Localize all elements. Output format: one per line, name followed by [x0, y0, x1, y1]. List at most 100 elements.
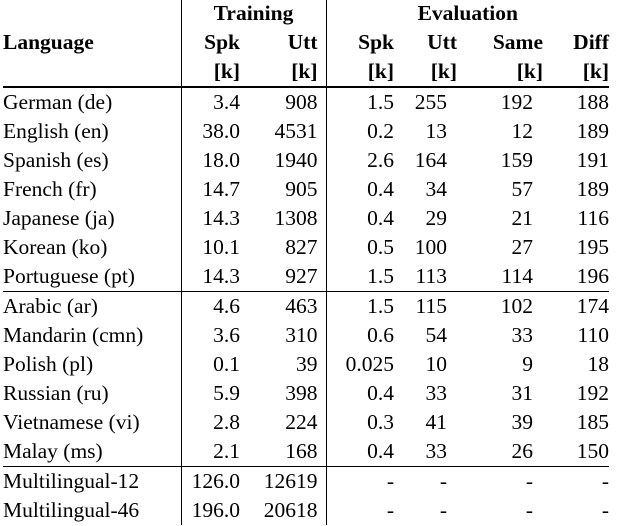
training-spk-cell: 14.3 — [202, 263, 240, 288]
language-column-header: Language — [3, 28, 182, 57]
eval-same-cell: 26 — [511, 438, 534, 463]
training-utt-cell: 310 — [240, 321, 327, 350]
eval-spk-cell: 2.6 — [367, 147, 394, 172]
training-utt-cell: 927 — [240, 262, 327, 292]
training-spk-cell: 5.9 — [213, 380, 240, 405]
language-cell: Vietnamese (vi) — [3, 408, 182, 437]
eval-same-cell: 12 — [511, 118, 534, 143]
training-spk-cell: 2.1 — [213, 438, 240, 463]
eval-spk-cell: - — [326, 466, 394, 496]
training-utt-cell: 398 — [240, 379, 327, 408]
eval-diff-cell: - — [543, 466, 609, 496]
language-cell: Multilingual-12 — [3, 466, 182, 496]
training-utt-cell: 908 — [240, 87, 327, 117]
table-row: Malay (ms) 2.1 168 0.4 33 26 150 — [3, 437, 609, 467]
eval-same-cell: 39 — [511, 409, 534, 434]
eval-diff-cell: 18 — [587, 351, 610, 376]
language-cell: Mandarin (cmn) — [3, 321, 182, 350]
eval-spk-unit: [k] — [326, 57, 394, 88]
eval-diff-cell: 185 — [576, 409, 609, 434]
training-utt-unit: [k] — [240, 57, 327, 88]
language-cell: Portuguese (pt) — [3, 262, 182, 292]
eval-utt-unit: [k] — [394, 57, 457, 88]
table-row: Spanish (es) 18.0 1940 2.6 164 159 191 — [3, 146, 609, 175]
training-utt-cell: 1940 — [240, 146, 327, 175]
eval-same-header: Same — [492, 29, 543, 54]
eval-spk-cell: 0.5 — [367, 234, 394, 259]
training-utt-cell: 4531 — [240, 117, 327, 146]
eval-same-cell: - — [525, 497, 533, 522]
language-cell: Multilingual-46 — [3, 496, 182, 525]
eval-utt-cell: 33 — [425, 438, 448, 463]
table-row: Korean (ko) 10.1 827 0.5 100 27 195 — [3, 233, 609, 262]
table-row: Vietnamese (vi) 2.8 224 0.3 41 39 185 — [3, 408, 609, 437]
training-utt-cell: 827 — [240, 233, 327, 262]
eval-spk-cell: - — [386, 497, 394, 522]
eval-utt-cell: 115 — [394, 291, 457, 321]
table-row: English (en) 38.0 4531 0.2 13 12 189 — [3, 117, 609, 146]
eval-utt-cell: 34 — [425, 176, 448, 201]
eval-diff-unit: [k] — [543, 57, 609, 88]
eval-diff-cell: 116 — [577, 205, 609, 230]
table-row: Portuguese (pt) 14.3 927 1.5 113 114 196 — [3, 262, 609, 292]
eval-diff-cell: 189 — [576, 118, 609, 143]
language-cell: Spanish (es) — [3, 146, 182, 175]
training-utt-cell: 20618 — [240, 496, 327, 525]
language-cell: Malay (ms) — [3, 437, 182, 467]
evaluation-group-header: Evaluation — [417, 1, 518, 26]
eval-utt-cell: 13 — [425, 118, 448, 143]
training-spk-cell: 18.0 — [202, 147, 240, 172]
eval-utt-cell: 113 — [415, 263, 447, 288]
dataset-statistics-table: Training Evaluation Language Spk Utt Spk… — [3, 0, 609, 525]
eval-spk-cell: 0.4 — [367, 438, 394, 463]
eval-utt-header: Utt — [427, 29, 457, 54]
eval-spk-cell: 0.6 — [367, 322, 394, 347]
eval-same-cell: 27 — [511, 234, 534, 259]
training-utt-cell: 224 — [240, 408, 327, 437]
eval-same-cell: 33 — [511, 322, 534, 347]
eval-same-cell: 159 — [500, 147, 533, 172]
table-row: Polish (pl) 0.1 39 0.025 10 9 18 — [3, 350, 609, 379]
table-row: German (de) 3.4 908 1.5 255 192 188 — [3, 87, 609, 117]
eval-diff-cell: 174 — [543, 291, 609, 321]
eval-spk-cell: 0.4 — [367, 176, 394, 201]
eval-spk-cell: 1.5 — [367, 263, 394, 288]
eval-diff-cell: 191 — [576, 147, 609, 172]
table-row: French (fr) 14.7 905 0.4 34 57 189 — [3, 175, 609, 204]
eval-utt-cell: 33 — [425, 380, 448, 405]
language-cell: Japanese (ja) — [3, 204, 182, 233]
language-cell: English (en) — [3, 117, 182, 146]
eval-same-cell: - — [457, 466, 543, 496]
training-utt-cell: 168 — [240, 437, 327, 467]
eval-same-unit: [k] — [457, 57, 543, 88]
language-cell: French (fr) — [3, 175, 182, 204]
training-utt-cell: 39 — [240, 350, 327, 379]
training-spk-cell: 2.8 — [213, 409, 240, 434]
eval-diff-cell: 189 — [576, 176, 609, 201]
eval-utt-cell: 29 — [425, 205, 448, 230]
training-spk-cell: 196.0 — [191, 497, 240, 522]
eval-utt-cell: 255 — [414, 89, 447, 114]
eval-utt-cell: 10 — [425, 351, 448, 376]
training-spk-cell: 3.6 — [213, 322, 240, 347]
table-row: Mandarin (cmn) 3.6 310 0.6 54 33 110 — [3, 321, 609, 350]
table-body: German (de) 3.4 908 1.5 255 192 188 English (en… — [3, 87, 609, 525]
eval-utt-cell: 164 — [414, 147, 447, 172]
training-group-header: Training — [181, 0, 327, 28]
table-header: Training Evaluation Language Spk Utt Spk… — [3, 0, 609, 88]
training-utt-cell: 905 — [240, 175, 327, 204]
eval-diff-cell: 196 — [576, 263, 609, 288]
eval-same-cell: 31 — [511, 380, 534, 405]
training-spk-cell: 14.7 — [202, 176, 240, 201]
eval-diff-cell: 192 — [576, 380, 609, 405]
table-row: Japanese (ja) 14.3 1308 0.4 29 21 116 — [3, 204, 609, 233]
eval-spk-cell: 1.5 — [367, 89, 394, 114]
eval-spk-header: Spk — [358, 29, 394, 54]
table-row: Multilingual-46 196.0 20618 - - - - — [3, 496, 609, 525]
eval-same-cell: 21 — [511, 205, 534, 230]
eval-spk-cell: 0.4 — [367, 380, 394, 405]
training-spk-cell: 38.0 — [202, 118, 240, 143]
language-cell: Korean (ko) — [3, 233, 182, 262]
eval-diff-cell: - — [601, 497, 609, 522]
unit-spacer — [3, 57, 182, 88]
